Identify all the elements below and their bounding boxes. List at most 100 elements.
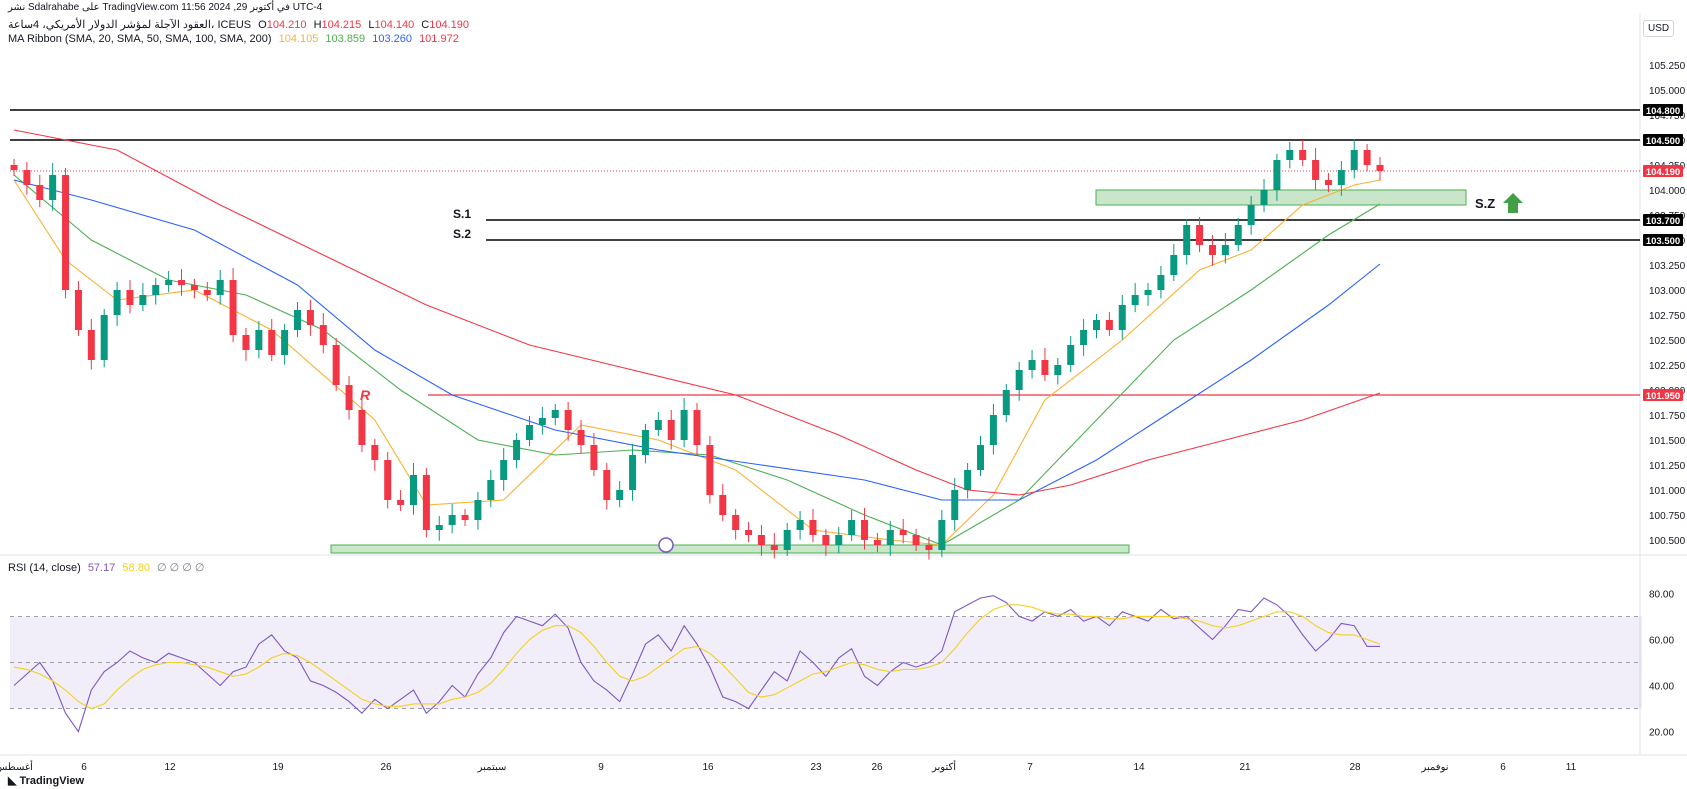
candle-body [397,500,405,505]
ohlc-close-label: C [421,19,430,31]
rsi-tick-label: 20.00 [1649,728,1674,739]
candle-body [1247,205,1255,225]
time-tick-label: 14 [1133,762,1145,773]
ma-line-sma-50 [13,174,1381,546]
candle-body [474,500,482,520]
symbol-info-row: العقود الآجلة لمؤشر الدولار الأمريكي، 4س… [8,18,473,31]
candle-body [281,330,289,355]
publish-line: نشر Sdalrahabe على TradingView.com في أك… [8,2,323,13]
candle-body [1131,295,1139,305]
candle-body [899,530,907,535]
time-tick-label: 9 [598,762,604,773]
level-price-badge [1643,389,1683,401]
candle-body [1286,150,1294,160]
candle-body [912,535,920,545]
support-zone-rect [330,544,1130,554]
candle-body [603,470,611,500]
currency-button[interactable]: USD [1643,20,1675,37]
candle-body [113,290,121,315]
tradingview-logo[interactable]: ◣ TradingView [8,774,84,788]
candle-body [178,280,186,285]
candle-body [538,418,546,425]
time-tick-label: 6 [81,762,87,773]
rsi-extras: ∅ ∅ ∅ ∅ [157,562,205,574]
level-price-label: 103.500 [1646,236,1680,247]
last-price-label: 104.190 [1646,167,1680,178]
price-tick-label: 103.250 [1649,261,1686,272]
ma-line-sma-100 [13,179,1381,501]
ma-ribbon-legend[interactable]: MA Ribbon (SMA, 20, SMA, 50, SMA, 100, S… [8,33,463,45]
candle-body [229,280,237,335]
rsi-ma-value: 58.80 [122,562,150,574]
candle-body [1299,150,1307,160]
ma20-value: 104.105 [278,33,319,45]
price-tick-label: 103.000 [1649,286,1686,297]
rsi-label: RSI (14, close) [8,562,81,574]
time-tick-label: 19 [272,762,284,773]
candle-body [422,475,430,530]
price-tick-label: 102.750 [1649,311,1686,322]
candle-body [1273,160,1281,190]
candle-body [87,330,95,360]
candle-body [1363,150,1371,165]
tv-logo-icon: ◣ [8,775,17,787]
support-zone-rect [1095,189,1467,206]
candle-body [1002,390,1010,415]
price-tick-label: 101.750 [1649,411,1686,422]
candle-body [1041,360,1049,375]
candle-body [616,490,624,500]
candle-body [49,175,57,200]
candle-body [848,520,856,535]
candle-body [190,285,198,290]
candle-body [435,525,443,530]
level-price-badge [1643,104,1683,116]
price-tick-label: 100.500 [1649,536,1686,547]
price-tick-label: 100.750 [1649,511,1686,522]
rsi-value: 57.17 [87,562,116,574]
candle-body [577,430,585,445]
candle-body [500,460,508,480]
ohlc-low-value: 104.140 [374,19,415,31]
up-arrow-icon [1503,193,1523,213]
candle-body [1157,275,1165,290]
candle-body [1080,330,1088,345]
time-tick-label: 7 [1027,762,1033,773]
candle-body [809,520,817,535]
level-price-badge [1643,234,1683,246]
level-tag: S.1 [453,207,471,221]
candle-body [1144,290,1152,295]
candle-body [564,410,572,430]
ma100-value: 103.260 [372,33,412,45]
level-price-label: 104.500 [1646,136,1680,147]
candle-body [757,535,765,545]
candle-body [358,410,366,445]
level-price-label: 103.700 [1646,216,1680,227]
candle-body [306,310,314,325]
symbol-name[interactable]: العقود الآجلة لمؤشر الدولار الأمريكي، 4س… [8,19,252,31]
candle-body [1028,360,1036,370]
candle-body [139,295,147,305]
candle-body [74,290,82,330]
candle-body [62,175,70,290]
ohlc-high-value: 104.215 [321,19,362,31]
candle-body [1260,190,1268,205]
level-tag: S.2 [453,227,471,241]
candle-body [1234,225,1242,245]
candle-body [216,280,224,295]
candle-body [641,430,649,455]
candle-body [667,420,675,440]
candle-body [873,540,881,545]
candle-body [525,425,533,440]
rsi-legend[interactable]: RSI (14, close) 57.17 58.80 ∅ ∅ ∅ ∅ [8,561,209,574]
candle-body [23,170,31,185]
candle-body [551,410,559,418]
ma-ribbon-label: MA Ribbon (SMA, 20, SMA, 50, SMA, 100, S… [8,33,272,45]
candle-body [796,520,804,530]
price-tick-label: 102.250 [1649,361,1686,372]
time-tick-label: 11 [1566,762,1577,773]
time-tick-label: 26 [380,762,392,773]
support-zone-tag: S.Z [1475,196,1495,211]
candle-body [745,530,753,535]
replay-icon [658,537,674,553]
